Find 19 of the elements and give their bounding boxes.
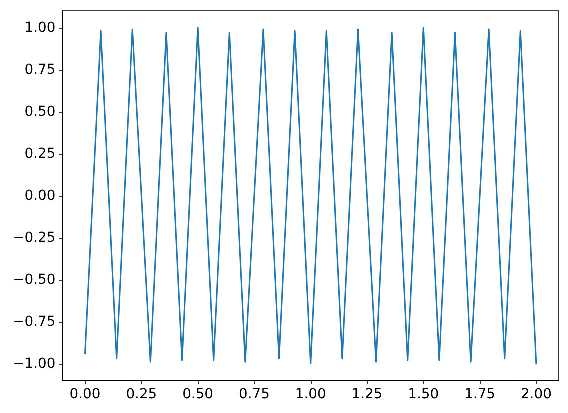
x-tick-label: 1.50: [408, 386, 440, 403]
y-tick-label: −0.50: [13, 272, 56, 288]
y-tick-label: 0.75: [24, 62, 56, 78]
y-tick-label: 1.00: [24, 20, 56, 36]
y-tick-label: −0.75: [13, 314, 56, 330]
line-series: [84, 27, 538, 365]
y-tick-label: 0.00: [24, 188, 56, 204]
x-tick-label: 1.75: [464, 386, 496, 403]
y-tick-label: −0.25: [13, 230, 56, 246]
x-tick-label: 1.00: [295, 386, 326, 403]
x-tick-label: 1.25: [352, 386, 383, 403]
x-tick-label: 0.50: [182, 386, 214, 403]
x-tick-label: 0.25: [126, 386, 158, 403]
y-tick-label: 0.50: [24, 104, 56, 120]
y-tick-label: 0.25: [24, 146, 56, 162]
x-tick-label: 0.75: [238, 386, 270, 403]
x-tick-label: 0.00: [70, 386, 101, 403]
x-tick-label: 2.00: [520, 386, 552, 403]
y-tick-label: −1.00: [13, 356, 56, 372]
